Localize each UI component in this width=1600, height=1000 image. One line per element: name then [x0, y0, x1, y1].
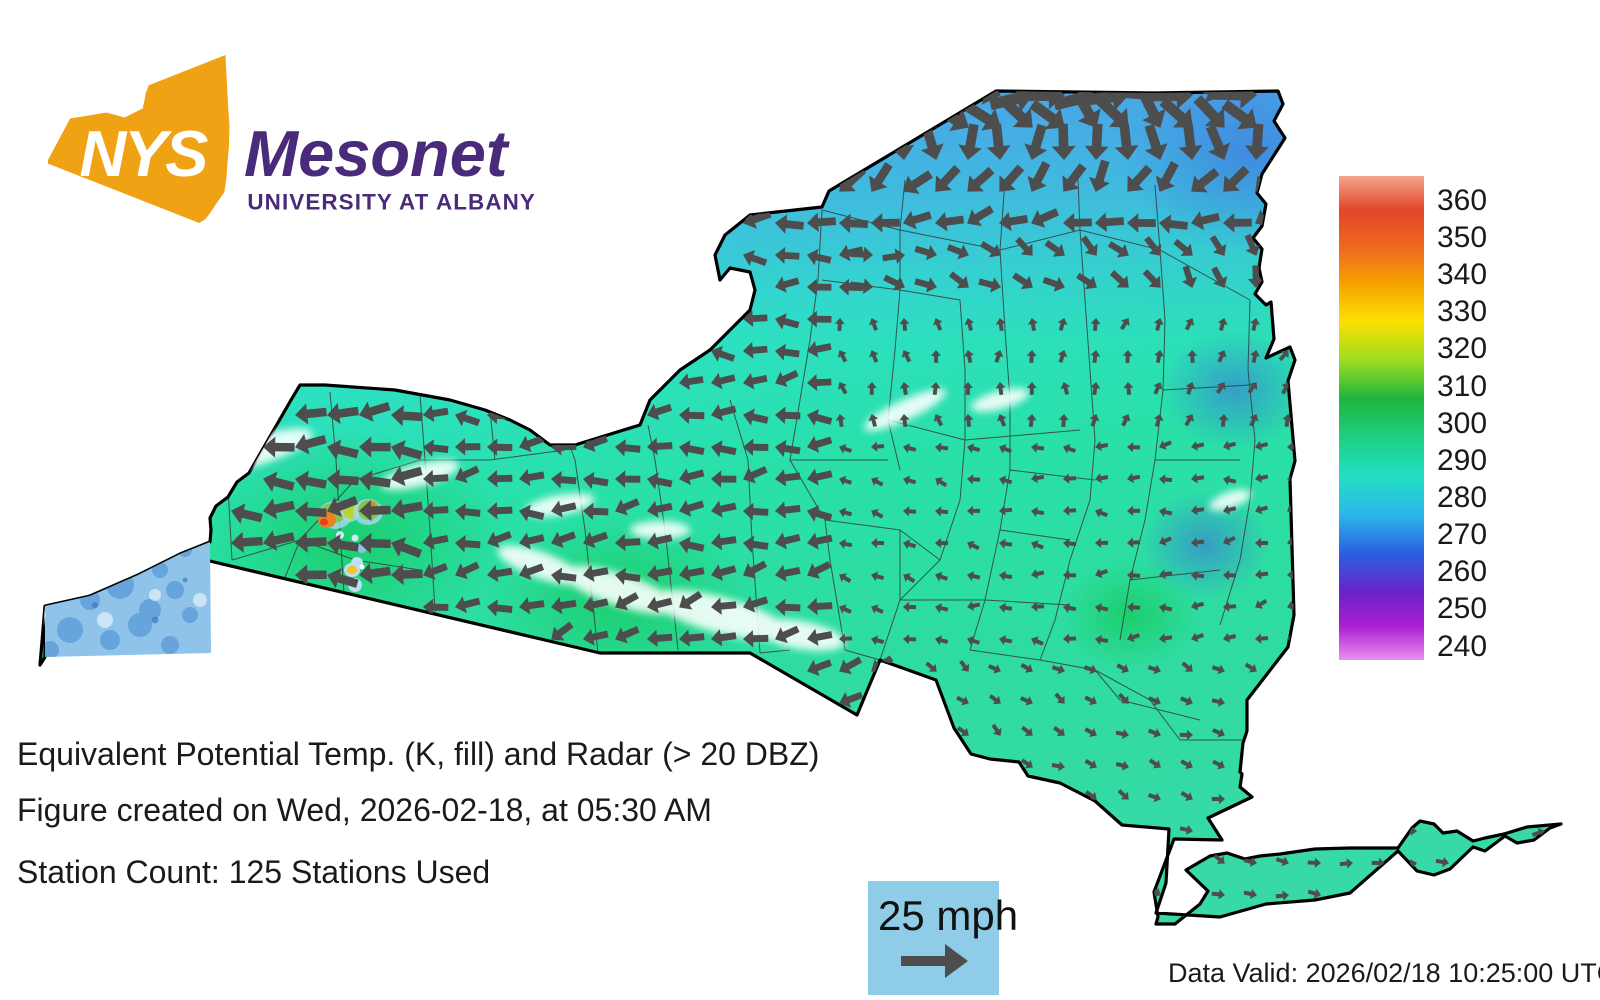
svg-text:UNIVERSITY AT ALBANY: UNIVERSITY AT ALBANY: [247, 190, 536, 215]
svg-text:270: 270: [1437, 518, 1487, 551]
svg-text:Station Count: 125 Stations Us: Station Count: 125 Stations Used: [17, 854, 490, 890]
svg-text:Equivalent Potential Temp. (K,: Equivalent Potential Temp. (K, fill) and…: [17, 736, 819, 772]
svg-text:260: 260: [1437, 555, 1487, 588]
svg-text:250: 250: [1437, 592, 1487, 625]
svg-text:320: 320: [1437, 332, 1487, 365]
svg-text:330: 330: [1437, 295, 1487, 328]
svg-text:360: 360: [1437, 184, 1487, 217]
svg-text:290: 290: [1437, 444, 1487, 477]
svg-text:340: 340: [1437, 258, 1487, 291]
svg-text:310: 310: [1437, 370, 1487, 403]
svg-text:Figure created on Wed, 2026-02: Figure created on Wed, 2026-02-18, at 05…: [17, 792, 712, 828]
svg-text:Mesonet: Mesonet: [244, 117, 510, 190]
svg-text:25 mph: 25 mph: [878, 892, 1018, 939]
svg-text:Data Valid: 2026/02/18 10:25:0: Data Valid: 2026/02/18 10:25:00 UTC: [1168, 958, 1600, 988]
svg-text:240: 240: [1437, 630, 1487, 663]
svg-text:NYS: NYS: [79, 117, 208, 190]
svg-text:300: 300: [1437, 407, 1487, 440]
svg-text:280: 280: [1437, 481, 1487, 514]
svg-text:350: 350: [1437, 221, 1487, 254]
